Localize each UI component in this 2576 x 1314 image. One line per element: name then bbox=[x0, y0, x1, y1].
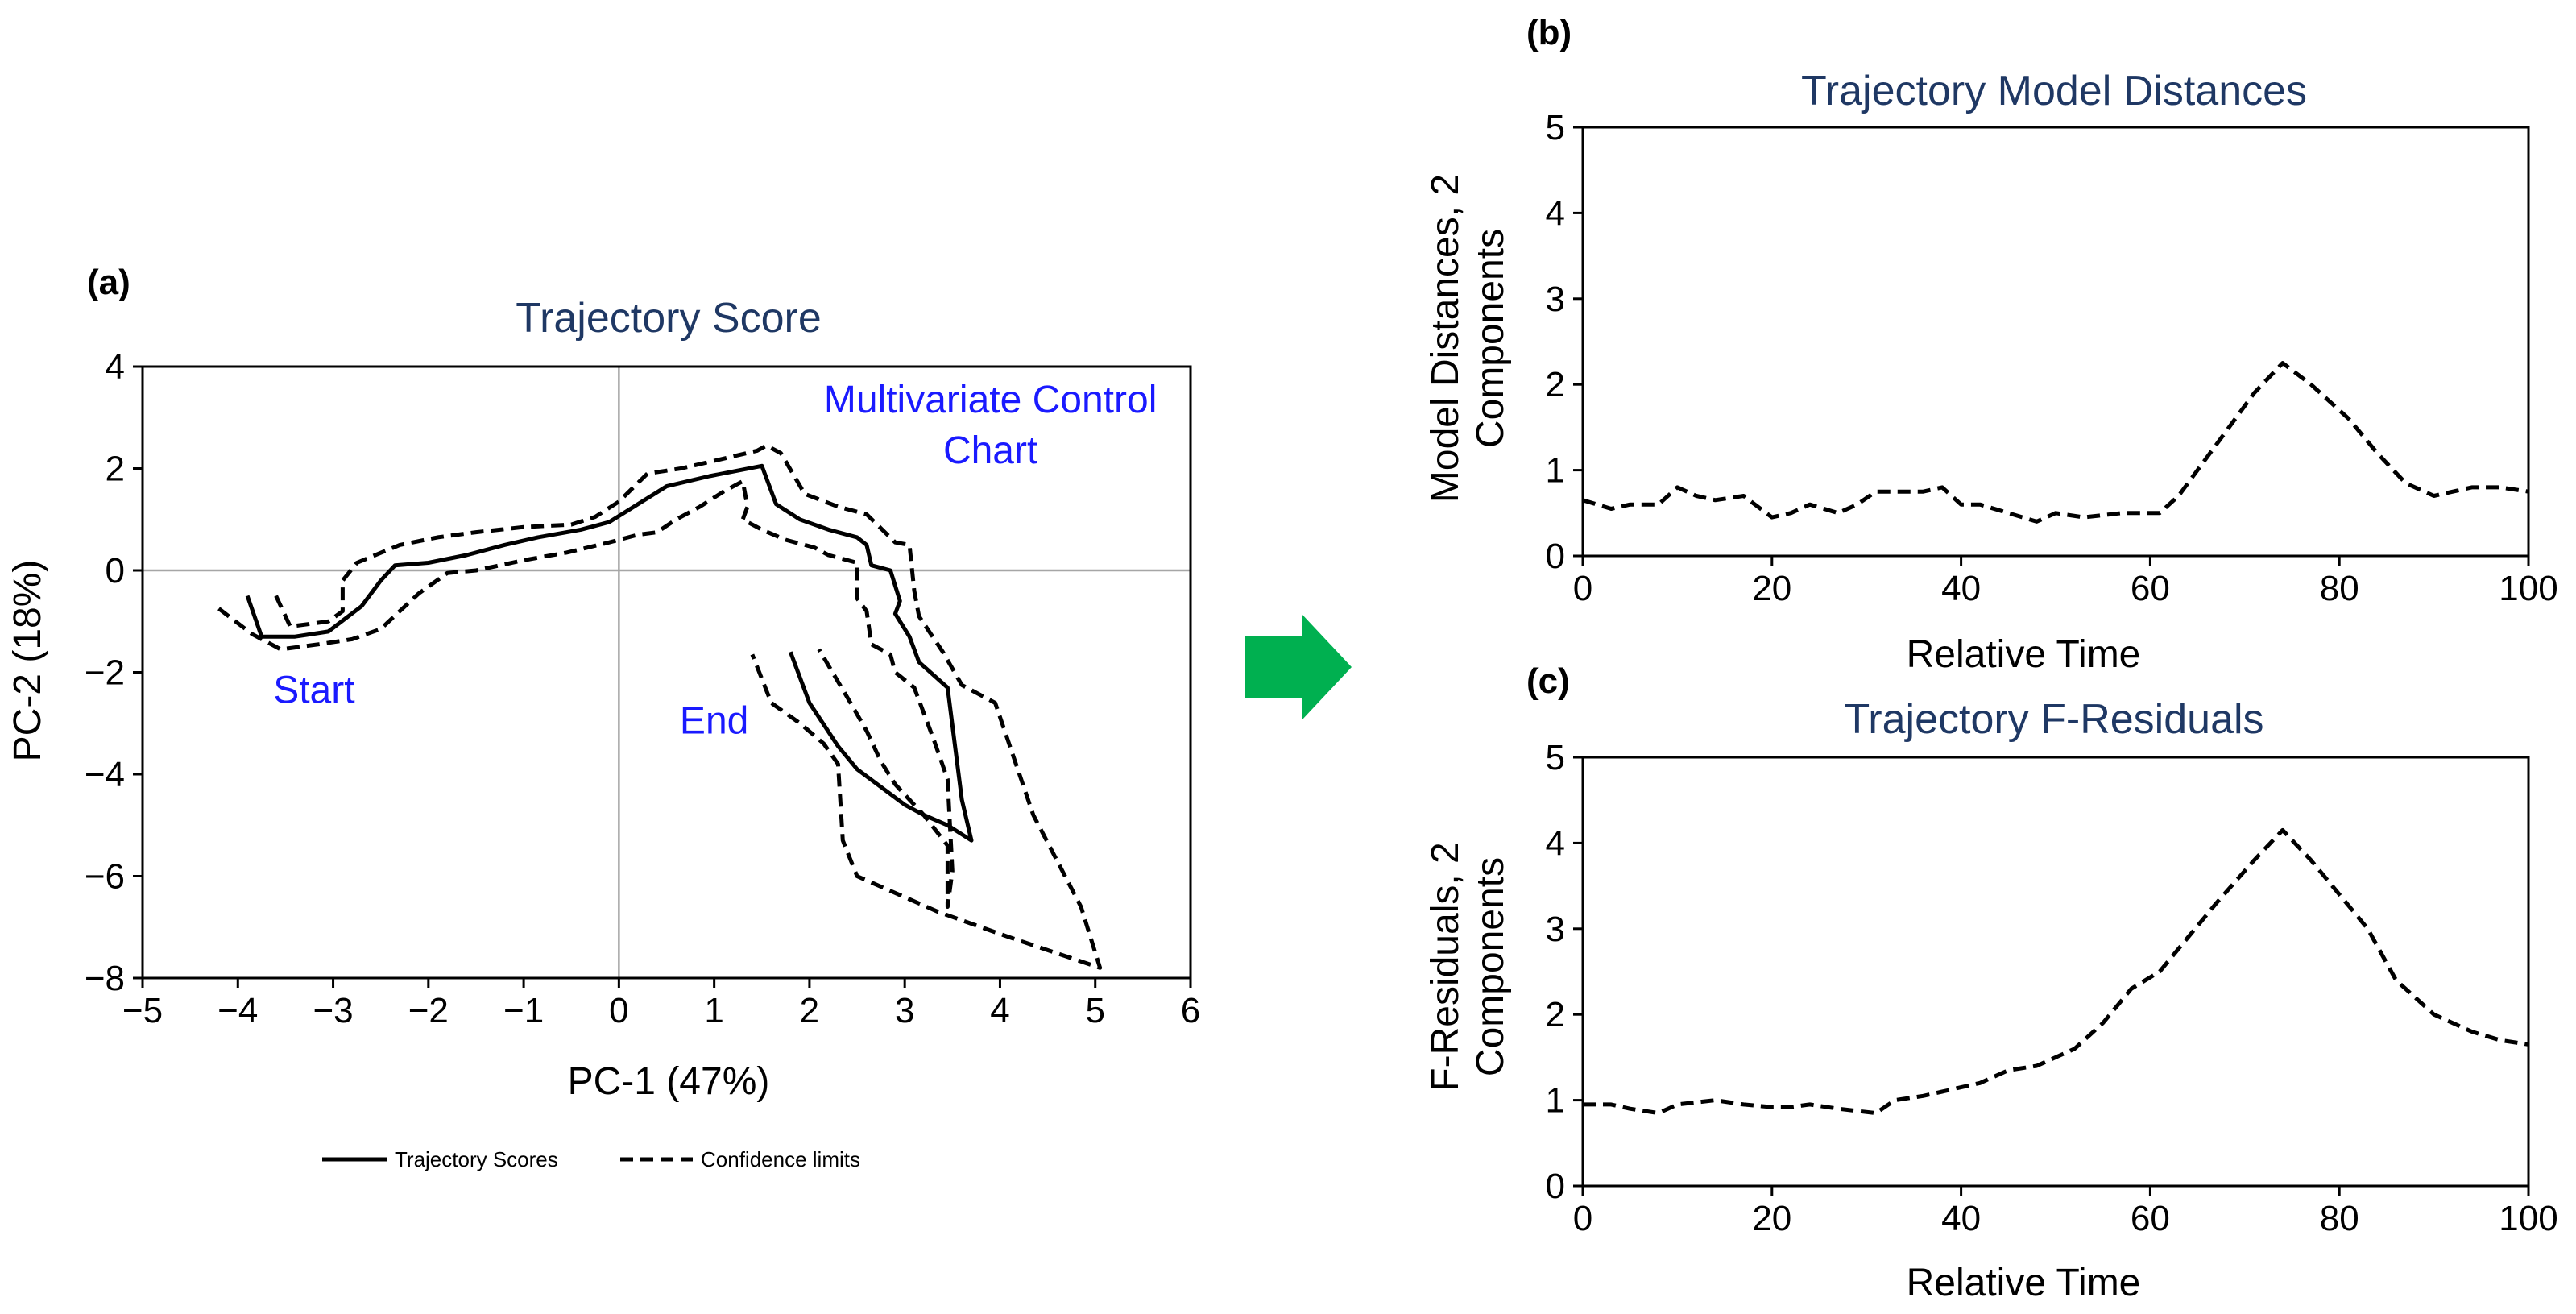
series-group-a bbox=[217, 443, 1103, 970]
dashed-line-a-1 bbox=[274, 443, 1103, 970]
dashed-line-c-0 bbox=[1583, 827, 2529, 1116]
y-tick-label: 4 bbox=[106, 347, 125, 387]
y-axis-label-c: F-Residuals, 2 Components bbox=[1424, 842, 1512, 1091]
y-axis-label-b-line-2: Components bbox=[1469, 229, 1512, 448]
x-tick-label: 40 bbox=[1941, 569, 1981, 608]
y-tick-label: 2 bbox=[1546, 995, 1565, 1034]
x-tick-label: 1 bbox=[704, 991, 723, 1030]
y-tick-label: 5 bbox=[1546, 738, 1565, 777]
y-tick-label: 0 bbox=[106, 551, 125, 591]
legend: Trajectory Scores Confidence limits bbox=[322, 1147, 860, 1171]
plot-frame-b bbox=[1581, 126, 2530, 558]
x-tick-label: 60 bbox=[2131, 1199, 2170, 1238]
y-axis-label-b: Model Distances, 2 Components bbox=[1424, 174, 1512, 503]
annotation-label: End bbox=[680, 699, 748, 742]
annotation-group-a: Multivariate Control Chart Start End bbox=[273, 379, 1157, 742]
annotation-label: Chart bbox=[943, 429, 1037, 472]
tick-group-a: −5 −4 −3 −2 −1 0 1 2 3 4 5 6 −8 −6 −4 −2 0 2 4 bbox=[85, 347, 1200, 1030]
x-tick-label: 80 bbox=[2320, 569, 2359, 608]
chart-title-a: Trajectory Score bbox=[516, 295, 822, 342]
f-residuals-chart: (c) Trajectory F-Residuals 0 20 40 60 80 1000… bbox=[1424, 661, 2558, 1304]
trajectory-score-chart: (a) Trajectory Score −5 −4 −3 −2 −1 0 1 2 3 4 5 6 −8… bbox=[6, 263, 1200, 1171]
x-tick-label: −5 bbox=[122, 991, 163, 1030]
dashed-line-a-2 bbox=[217, 479, 955, 909]
y-tick-label: 1 bbox=[1546, 451, 1565, 491]
chart-title-c: Trajectory F-Residuals bbox=[1844, 696, 2263, 743]
x-tick-label: 0 bbox=[1573, 569, 1592, 608]
y-tick-label: 3 bbox=[1546, 910, 1565, 949]
trajectory-line-a-0 bbox=[245, 463, 974, 843]
annotation-label: Multivariate Control bbox=[824, 379, 1157, 421]
y-axis-label-c-line-1: F-Residuals, 2 bbox=[1424, 842, 1467, 1091]
x-tick-label: 0 bbox=[1573, 1199, 1592, 1238]
dashed-line-b-0 bbox=[1582, 361, 2529, 524]
x-axis-label-c: Relative Time bbox=[1907, 1262, 2141, 1304]
tick-group-b: 0 20 40 60 80 100 0 1 2 3 4 5 bbox=[1546, 108, 2558, 608]
y-tick-label: −8 bbox=[85, 959, 125, 998]
x-tick-label: 40 bbox=[1941, 1199, 1981, 1238]
tick-group-c: 0 20 40 60 80 100 0 1 2 3 4 5 bbox=[1546, 738, 2558, 1238]
x-tick-label: 3 bbox=[895, 991, 914, 1030]
y-tick-label: 4 bbox=[1546, 193, 1565, 233]
x-tick-label: 100 bbox=[2499, 569, 2557, 608]
panel-label-a: (a) bbox=[87, 263, 130, 302]
y-tick-label: −4 bbox=[85, 755, 125, 794]
y-tick-label: 4 bbox=[1546, 823, 1565, 863]
series-group-c bbox=[1583, 827, 2529, 1116]
y-tick-label: 0 bbox=[1546, 537, 1565, 576]
annotation-label: Start bbox=[273, 669, 354, 711]
green-right-arrow-icon bbox=[1245, 614, 1352, 720]
x-tick-label: −4 bbox=[217, 991, 258, 1030]
x-tick-label: 6 bbox=[1181, 991, 1200, 1030]
plot-frame-c bbox=[1581, 756, 2530, 1188]
model-distances-chart: (b) Trajectory Model Distances 0 20 40 60 80… bbox=[1424, 13, 2558, 676]
y-axis-label-c-line-2: Components bbox=[1469, 857, 1512, 1076]
x-tick-label: 5 bbox=[1085, 991, 1104, 1030]
y-axis-label-b-line-1: Model Distances, 2 bbox=[1424, 174, 1467, 503]
x-tick-label: −1 bbox=[503, 991, 544, 1030]
x-tick-label: 2 bbox=[800, 991, 819, 1030]
y-tick-label: −6 bbox=[85, 857, 125, 897]
y-tick-label: 2 bbox=[1546, 365, 1565, 404]
x-tick-label: 0 bbox=[609, 991, 628, 1030]
x-tick-label: 20 bbox=[1752, 569, 1791, 608]
x-tick-label: 20 bbox=[1752, 1199, 1791, 1238]
chart-title-b: Trajectory Model Distances bbox=[1801, 68, 2307, 114]
legend-label-trajectory-scores: Trajectory Scores bbox=[395, 1147, 558, 1171]
y-tick-label: 3 bbox=[1546, 280, 1565, 319]
y-tick-label: 1 bbox=[1546, 1081, 1565, 1121]
y-axis-label-a: PC-2 (18%) bbox=[6, 560, 49, 762]
x-tick-label: 100 bbox=[2499, 1199, 2557, 1238]
x-tick-label: 80 bbox=[2320, 1199, 2359, 1238]
x-tick-label: 60 bbox=[2131, 569, 2170, 608]
y-tick-label: −2 bbox=[85, 653, 125, 693]
y-tick-label: 2 bbox=[106, 450, 125, 489]
panel-label-c: (c) bbox=[1526, 661, 1570, 701]
y-tick-label: 5 bbox=[1546, 108, 1565, 147]
y-tick-label: 0 bbox=[1546, 1167, 1565, 1206]
legend-label-confidence-limits: Confidence limits bbox=[701, 1147, 860, 1171]
x-tick-label: 4 bbox=[990, 991, 1009, 1030]
x-axis-label-b: Relative Time bbox=[1907, 633, 2141, 676]
x-axis-label-a: PC-1 (47%) bbox=[568, 1060, 770, 1103]
x-tick-label: −3 bbox=[313, 991, 353, 1030]
series-group-b bbox=[1582, 361, 2529, 524]
panel-label-b: (b) bbox=[1526, 13, 1572, 52]
x-tick-label: −2 bbox=[408, 991, 449, 1030]
